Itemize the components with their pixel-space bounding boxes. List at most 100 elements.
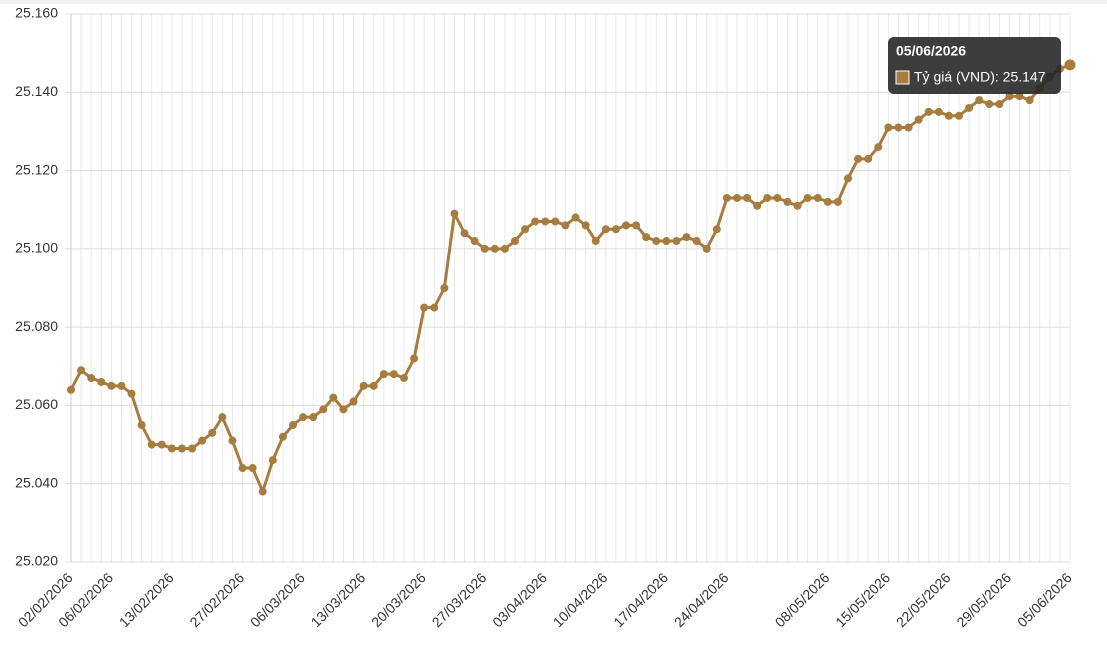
x-tick-label: 10/04/2026: [550, 569, 611, 630]
point: [67, 385, 75, 394]
point: [632, 221, 641, 230]
point: [904, 123, 913, 132]
point: [924, 107, 933, 116]
point: [773, 193, 782, 202]
point: [753, 201, 762, 210]
point: [531, 217, 540, 226]
point: [914, 115, 923, 124]
point: [430, 303, 439, 312]
point: [157, 440, 166, 449]
point: [480, 244, 489, 253]
point: [167, 444, 176, 453]
point: [682, 233, 691, 242]
point: [248, 464, 257, 473]
point: [188, 444, 197, 453]
point: [369, 381, 378, 390]
point: [147, 440, 156, 449]
x-tick-label: 22/05/2026: [893, 569, 954, 630]
point: [198, 436, 207, 445]
y-tick-label: 25.140: [15, 83, 58, 99]
x-tick-label: 15/05/2026: [832, 569, 893, 630]
x-tick-label: 29/05/2026: [953, 569, 1014, 630]
point: [299, 413, 308, 422]
point: [278, 432, 287, 441]
point: [652, 237, 661, 246]
point: [77, 366, 86, 375]
point: [591, 237, 600, 246]
x-tick-label: 08/05/2026: [772, 569, 833, 630]
point: [268, 456, 277, 465]
x-tick-label: 13/03/2026: [308, 569, 369, 630]
point: [702, 244, 711, 253]
x-tick-label: 24/04/2026: [671, 569, 732, 630]
point: [178, 444, 186, 453]
point: [137, 421, 146, 429]
point: [854, 154, 863, 163]
point: [611, 225, 620, 234]
x-tick-label: 13/02/2026: [116, 569, 177, 630]
point: [541, 217, 550, 226]
y-tick-label: 25.080: [15, 318, 58, 334]
tooltip-title: 05/06/2026: [896, 43, 966, 59]
point: [955, 111, 963, 120]
point: [944, 111, 953, 120]
point: [803, 193, 812, 202]
point: [571, 213, 580, 222]
point: [400, 374, 408, 383]
y-tick-label: 25.160: [15, 5, 58, 21]
point: [934, 107, 943, 116]
x-tick-label: 27/03/2026: [429, 569, 490, 630]
point: [309, 413, 318, 422]
point: [823, 197, 832, 206]
point: [329, 393, 338, 402]
point: [379, 370, 388, 379]
point: [228, 436, 237, 445]
point: [107, 381, 116, 390]
point: [662, 237, 671, 246]
point: [733, 193, 741, 202]
point: [1015, 92, 1024, 101]
x-tick-label: 06/03/2026: [247, 569, 308, 630]
point: [601, 225, 610, 234]
point: [672, 237, 681, 246]
point: [712, 225, 721, 234]
point: [844, 174, 852, 183]
point: [218, 413, 227, 422]
point: [622, 221, 630, 230]
point: [813, 193, 822, 202]
point: [894, 123, 903, 132]
point: [238, 464, 247, 473]
top-shadow: [0, 0, 1107, 4]
y-tick-label: 25.020: [15, 553, 58, 569]
point: [1005, 92, 1014, 101]
point: [884, 123, 893, 132]
point: [359, 381, 368, 390]
y-tick-label: 25.040: [15, 474, 58, 490]
line: [69, 63, 1071, 494]
point: [521, 225, 530, 234]
point: [460, 229, 469, 238]
point: [450, 209, 459, 218]
x-tick-label: 20/03/2026: [368, 569, 429, 630]
point: [420, 303, 429, 312]
point: [874, 143, 883, 152]
point: [965, 103, 974, 112]
point: [127, 389, 136, 398]
point: [500, 244, 509, 253]
point: [995, 100, 1004, 109]
point: [319, 405, 328, 414]
tooltip-label: Tỷ giá (VND): 25.147: [914, 69, 1046, 85]
tooltip-swatch: [895, 70, 910, 85]
point: [389, 370, 398, 379]
y-tick-label: 25.100: [15, 240, 58, 256]
point: [864, 154, 873, 163]
point: [470, 237, 479, 246]
point: [783, 197, 792, 206]
point: [97, 377, 106, 386]
point: [642, 233, 651, 242]
x-tick-label: 03/04/2026: [489, 569, 550, 630]
point: [511, 237, 519, 246]
point: [692, 237, 701, 246]
point: [1064, 59, 1076, 71]
tooltip: 05/06/2026 Tỷ giá (VND): 25.147: [888, 37, 1061, 94]
